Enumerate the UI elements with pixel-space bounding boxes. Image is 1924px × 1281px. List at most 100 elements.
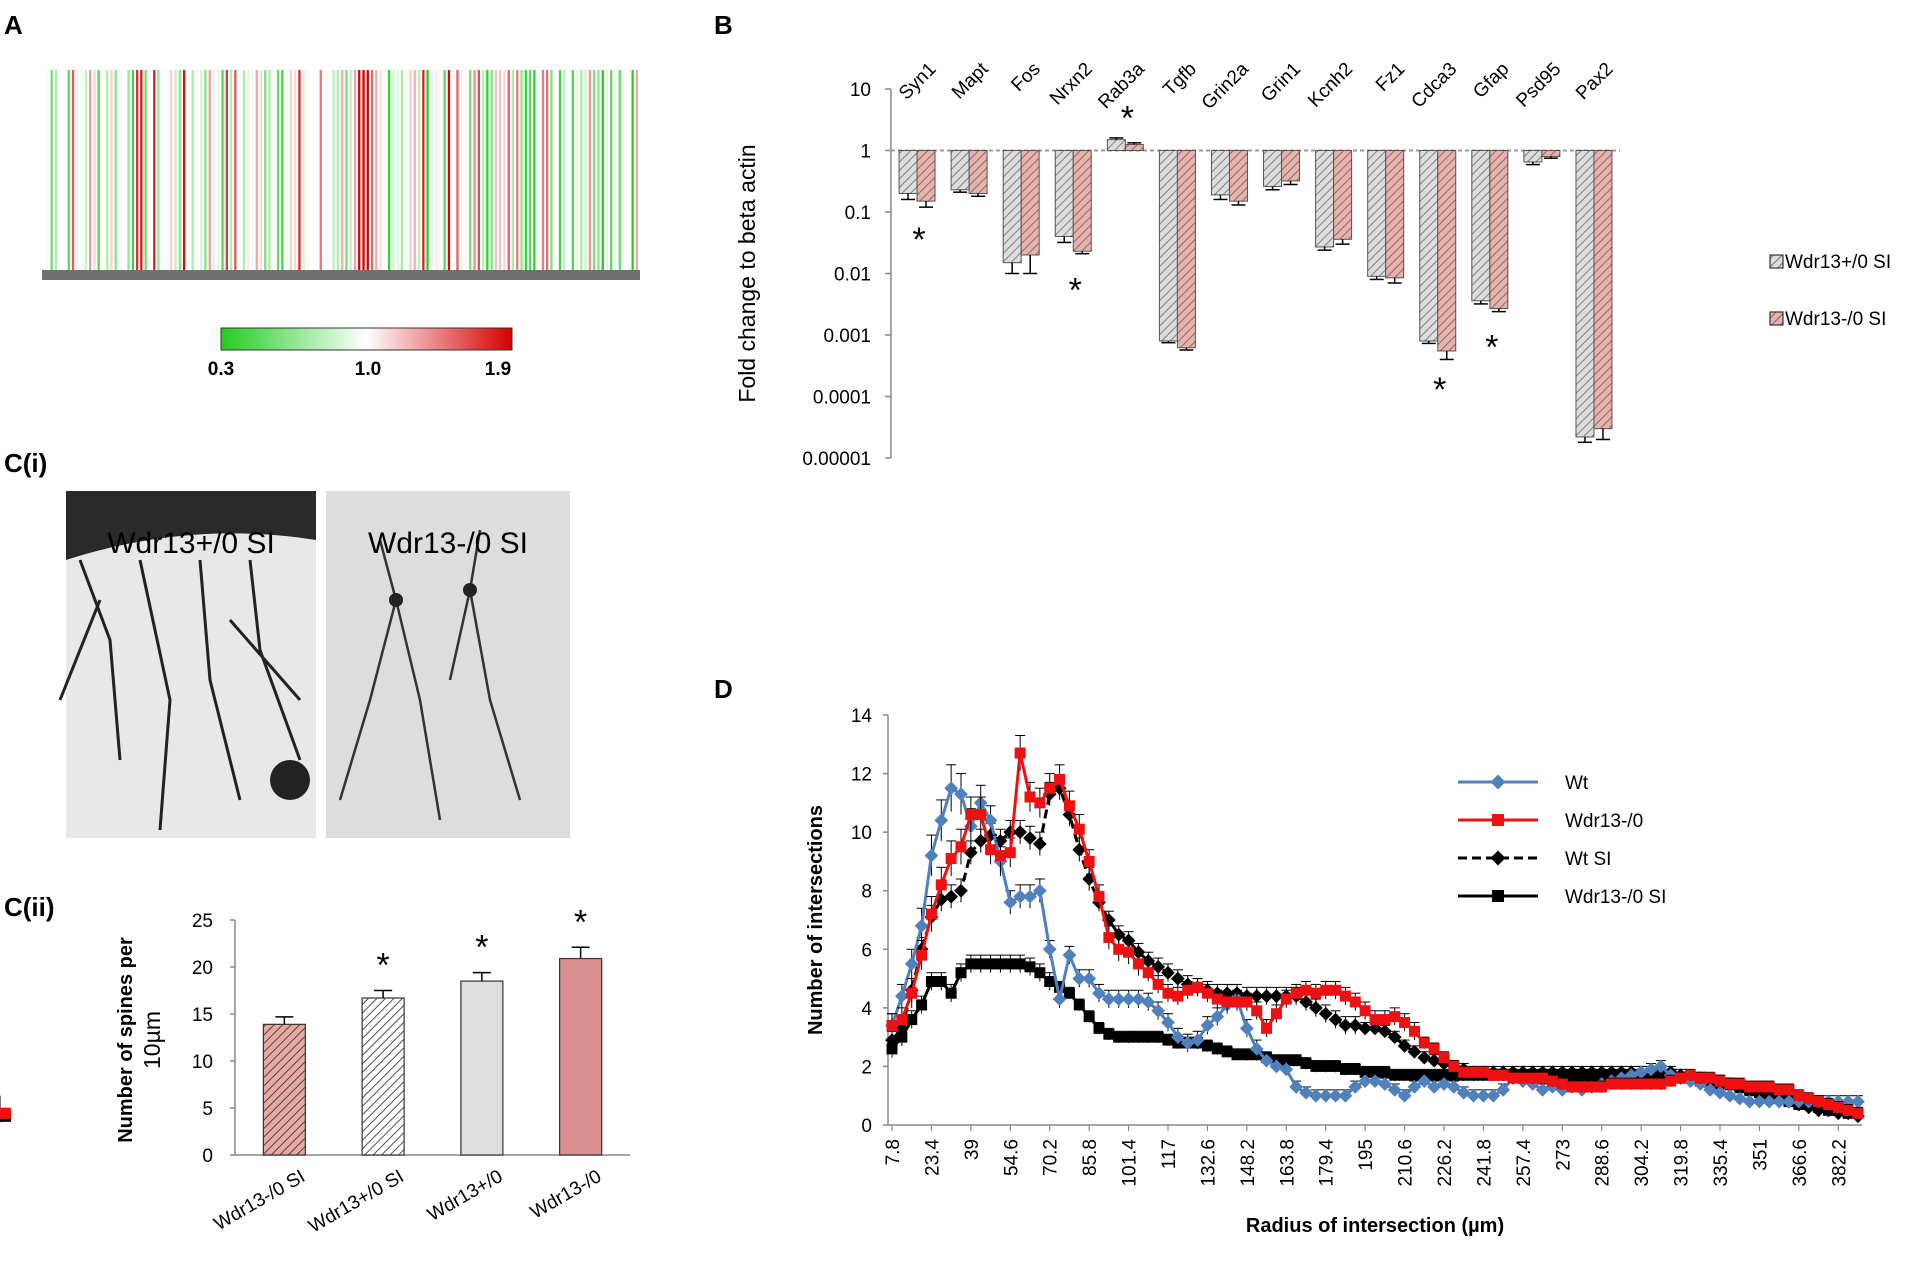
chart-d-marker (1704, 1072, 1716, 1084)
heatmap-stripe (315, 70, 318, 270)
chart-c-significance-star: * (377, 947, 390, 985)
chart-d-marker (1052, 992, 1067, 1006)
heatmap-stripe (200, 70, 203, 270)
chart-d-marker (925, 908, 937, 920)
heatmap-stripe (165, 70, 169, 270)
chart-d-marker (1399, 1017, 1411, 1028)
chart-d-marker (1290, 1055, 1302, 1067)
micrograph-right: Wdr13-/0 SI (326, 491, 570, 838)
chart-b-bar-hatch (1385, 150, 1404, 278)
chart-d-marker (1308, 1088, 1323, 1103)
chart-b-bar-hatch (1003, 150, 1022, 263)
chart-d-marker (1200, 1018, 1215, 1033)
chart-d-marker (1832, 1101, 1844, 1113)
heatmap-stripe (144, 70, 147, 270)
chart-c-bar (559, 957, 603, 1156)
heatmap-stripe (571, 70, 574, 270)
chart-d-marker (1492, 814, 1504, 826)
heatmap-stripe (460, 70, 463, 270)
heatmap-stripe (153, 70, 156, 270)
chart-d-marker (1387, 1082, 1402, 1097)
chart-d-marker (1210, 1009, 1225, 1024)
chart-d-marker (1073, 999, 1085, 1011)
chart-d-marker (1458, 1066, 1470, 1078)
chart-d-marker (1338, 1018, 1353, 1033)
chart-d-marker (1517, 1072, 1529, 1084)
heatmap-stripe (588, 70, 591, 270)
chart-d-y-tick-label: 6 (861, 940, 872, 961)
chart-b-bar-hatch (1229, 150, 1248, 202)
chart-b-bar-hatch (1211, 150, 1230, 195)
chart-d-marker (1034, 797, 1046, 809)
chart-b-category-label: Syn1 (895, 59, 940, 104)
chart-b-bar-hatch (969, 150, 988, 194)
chart-d-marker (1793, 1090, 1805, 1102)
chart-d-marker (1417, 1074, 1432, 1088)
chart-d-y-tick-label: 10 (851, 823, 872, 844)
heatmap-stripe (302, 70, 305, 270)
heatmap-stripe (614, 70, 617, 270)
chart-d-marker (945, 853, 957, 864)
chart-d-x-tick-label: 54.6 (1001, 1139, 1022, 1176)
chart-d-marker (1024, 791, 1036, 803)
chart-d-marker (1082, 971, 1097, 986)
chart-d-marker (1072, 971, 1087, 986)
chart-d-marker (896, 1014, 908, 1026)
heatmap-stripe (208, 70, 211, 270)
chart-d-marker (1003, 895, 1018, 910)
heatmap-stripe (89, 70, 92, 270)
chart-d-marker (955, 841, 967, 853)
heatmap-stripe (281, 70, 284, 270)
chart-b-bar-hatch (1593, 150, 1612, 429)
heatmap-stripe (114, 70, 117, 270)
chart-d-marker (1004, 958, 1016, 970)
chart-c-y-label-line1: Number of spines per (115, 937, 137, 1143)
chart-b-y-tick-label: 10 (850, 80, 871, 101)
heatmap-stripe (136, 70, 139, 270)
chart-d-y-tick-label: 2 (861, 1057, 872, 1078)
chart-b-significance-star: * (1485, 328, 1498, 366)
panel-label-a: A (4, 10, 23, 40)
heatmap-stripe (430, 70, 433, 270)
chart-d-marker (1131, 992, 1146, 1006)
heatmap-stripe (353, 70, 357, 270)
chart-d-marker (1714, 1075, 1726, 1087)
chart-d-marker (944, 781, 959, 796)
chart-d-marker (1004, 847, 1016, 859)
chart-b-category-label: Psd95 (1512, 59, 1565, 112)
chart-d-marker (925, 976, 937, 987)
chart-d-marker (1635, 1078, 1647, 1090)
heatmap-stripe (635, 70, 638, 270)
chart-d-x-tick-label: 351 (1750, 1139, 1771, 1171)
heatmap-stripe (71, 70, 75, 270)
chart-d-marker (1349, 996, 1361, 1008)
chart-d-marker (1349, 1063, 1361, 1075)
chart-d-x-tick-label: 39 (962, 1139, 983, 1160)
chart-b: 10 1 0.1 0.01 0.001 0.0001 0.00001 Fold change … (734, 58, 1891, 470)
chart-d-marker (1537, 1072, 1549, 1084)
chart-d-marker (1063, 800, 1075, 812)
heatmap-stripe (328, 70, 331, 270)
heatmap-stripe (473, 70, 476, 270)
chart-d-marker (894, 989, 909, 1004)
chart-d-x-tick-label: 23.4 (922, 1139, 943, 1176)
chart-b-category-label: Mapt (948, 58, 993, 103)
heatmap-stripe (400, 70, 404, 270)
heatmap-stripe (42, 70, 45, 270)
chart-d-marker (1634, 1065, 1649, 1080)
chart-d-marker (1468, 1066, 1480, 1078)
chart-d-marker (1763, 1081, 1775, 1093)
micrograph-right-soma-1 (389, 593, 403, 607)
chart-d-x-tick-label: 288.6 (1593, 1139, 1614, 1187)
heatmap-stripe (63, 70, 66, 270)
chart-d-marker (1399, 1069, 1411, 1081)
chart-b-category-label: Grin2a (1198, 58, 1253, 113)
heatmap-stripe (388, 70, 391, 270)
chart-c-category-label: Wdr13+/0 (424, 1166, 506, 1226)
chart-d-marker (1221, 1046, 1233, 1058)
chart-b-bar-hatch (1263, 150, 1282, 187)
chart-d-marker (1269, 1059, 1284, 1074)
chart-b-category-label: Nrxn2 (1046, 59, 1097, 110)
chart-d-marker (1586, 1081, 1598, 1093)
heatmap-stripe (477, 70, 480, 270)
